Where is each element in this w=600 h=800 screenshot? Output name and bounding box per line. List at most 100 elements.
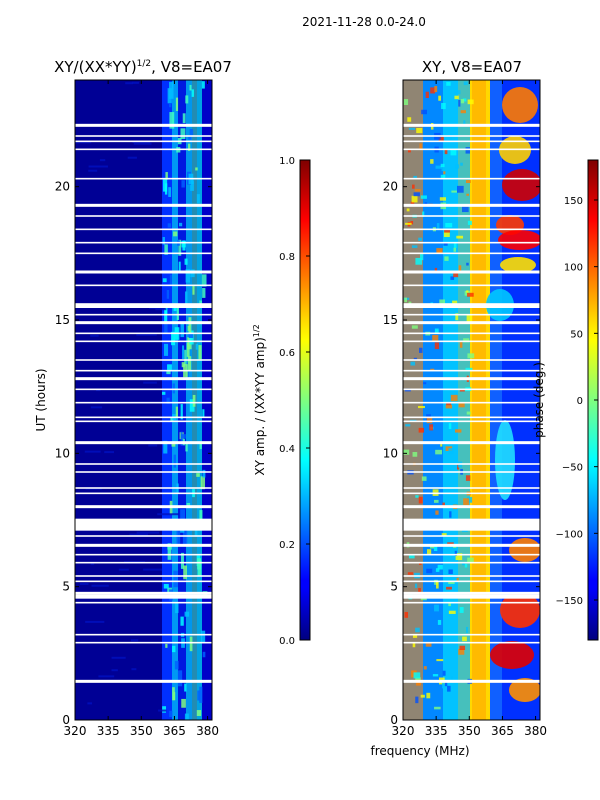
phase-cell [440, 174, 446, 179]
phase-cell [437, 619, 442, 625]
phase-cell [434, 328, 439, 334]
amplitude-y-tick-label: 20 [55, 180, 70, 194]
amplitude-cell [164, 305, 168, 322]
amplitude-cell [136, 333, 157, 336]
amplitude-cell [199, 686, 203, 703]
y-axis-label: UT (hours) [34, 368, 48, 431]
amplitude-cell [181, 434, 186, 439]
phase-y-tick-label: 15 [383, 313, 398, 327]
amplitude-flagged-block [75, 518, 212, 531]
phase-flagged-row [403, 580, 540, 583]
phase-cell [437, 250, 442, 254]
phase-cell [432, 674, 439, 677]
amplitude-cell [189, 636, 193, 652]
phase-cell [438, 136, 444, 141]
amplitude-flagged-row [75, 492, 212, 495]
phase-cell [453, 242, 457, 248]
phase-cell [438, 95, 442, 101]
phase-cell-cluster [502, 169, 540, 201]
amplitude-flagged-row [75, 591, 212, 595]
amplitude-cell [169, 274, 172, 286]
phase-cell [427, 549, 432, 556]
phase-cell [430, 87, 436, 94]
phase-cell [439, 299, 445, 307]
amplitude-cell [84, 450, 101, 453]
phase-cell [463, 81, 468, 86]
phase-flagged-row [403, 203, 540, 207]
amplitude-cell [201, 274, 207, 287]
phase-cell [434, 85, 438, 93]
phase-flagged-row [403, 601, 540, 604]
amplitude-x-tick-label: 320 [64, 724, 87, 738]
amplitude-cell [88, 169, 98, 172]
amplitude-cell [178, 239, 182, 256]
amplitude-cell [131, 668, 137, 671]
amplitude-flagged-row [75, 123, 212, 127]
phase-flagged-row [403, 679, 540, 683]
phase-cell [434, 342, 440, 350]
phase-cell [404, 611, 409, 618]
amplitude-cell [192, 284, 195, 295]
phase-cell [413, 192, 420, 197]
phase-cell [418, 496, 423, 504]
amplitude-panel-title: XY/(XX*YY)1/2, V8=EA07 [54, 58, 232, 76]
phase-x-tick-label: 335 [425, 724, 448, 738]
phase-y-tick-label: 0 [390, 713, 398, 727]
phase-cell [444, 228, 451, 233]
phase-cell [444, 256, 449, 261]
phase-cell [418, 588, 421, 594]
amplitude-y-tick-label: 5 [62, 580, 70, 594]
phase-cell [411, 325, 418, 329]
phase-cell [459, 645, 466, 651]
amplitude-flagged-row [75, 388, 212, 391]
phase-cell [414, 189, 421, 192]
amplitude-cell [179, 222, 183, 227]
amplitude-x-tick-label: 380 [196, 724, 219, 738]
amplitude-cell [164, 244, 168, 255]
phase-cell [430, 545, 435, 549]
phase-cell [414, 583, 418, 588]
phase-cell [465, 147, 470, 154]
phase-cell [451, 190, 457, 193]
phase-heatmap [403, 80, 540, 720]
amplitude-cell [148, 444, 158, 447]
phase-cell [403, 99, 409, 106]
phase-cell [434, 706, 441, 710]
phase-cell [448, 610, 456, 614]
amplitude-flagged-row [75, 369, 212, 372]
phase-flagged-row [403, 123, 540, 127]
phase-flagged-row [403, 252, 540, 255]
phase-cell [413, 672, 421, 679]
amplitude-cell [79, 582, 89, 585]
phase-x-ticks: 320 335 350 365 380 [392, 80, 547, 738]
phase-flagged-row [403, 561, 540, 564]
phase-cell [453, 247, 456, 252]
amplitude-flagged-row [75, 252, 212, 255]
amplitude-flagged-row [75, 561, 212, 564]
phase-cell-cluster [509, 538, 540, 562]
phase-cell [415, 257, 423, 265]
amplitude-cell [164, 316, 168, 334]
phase-cell [413, 175, 418, 180]
amplitude-cell [180, 431, 183, 446]
amplitude-cell [189, 129, 194, 136]
amplitude-cell [192, 394, 196, 407]
phase-flagged-row [403, 313, 540, 316]
amplitude-cell [111, 669, 118, 672]
amplitude-cell [173, 305, 177, 311]
amplitude-cell [184, 713, 189, 720]
phase-cell [448, 602, 451, 607]
phase-cell [453, 272, 459, 278]
amplitude-cell [149, 307, 166, 310]
phase-cell [466, 315, 473, 322]
amplitude-flagged-row [75, 140, 212, 143]
amplitude-cell [125, 82, 133, 85]
amplitude-cell [90, 406, 103, 409]
phase-cell [444, 148, 448, 155]
amplitude-flagged-row [75, 270, 212, 274]
phase-cell-cluster [500, 257, 536, 273]
amplitude-cell [162, 278, 167, 283]
phase-cell [455, 164, 460, 169]
phase-cell [440, 163, 445, 168]
phase-cell [448, 423, 452, 430]
